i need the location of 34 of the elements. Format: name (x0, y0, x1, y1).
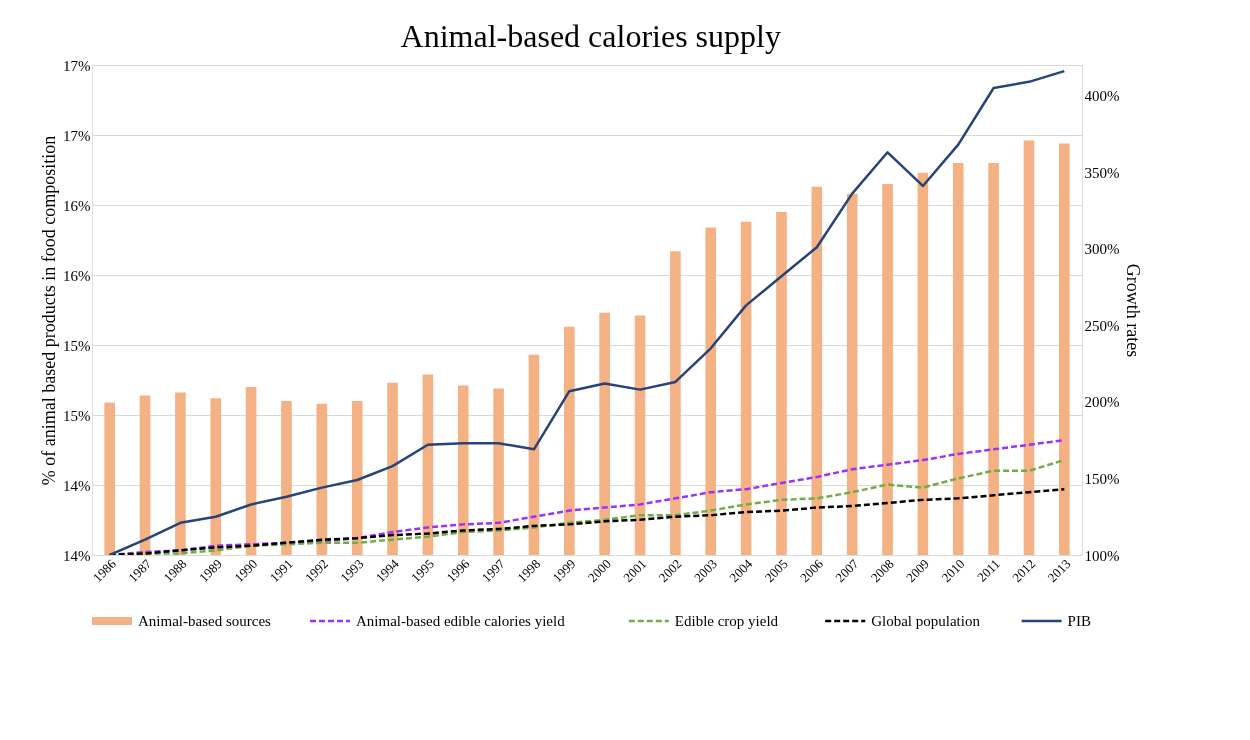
y2-tick-label: 250% (1084, 317, 1120, 334)
y2-tick-label: 150% (1084, 470, 1120, 487)
x-tick-label: 1992 (302, 556, 332, 586)
x-tick-label: 1993 (337, 556, 367, 586)
x-tick-label: 1989 (195, 556, 225, 586)
x-tick-label: 1990 (231, 556, 261, 586)
chart-title: Animal-based calories supply (400, 17, 781, 54)
legend-label: PIB (1067, 613, 1091, 629)
y-tick-label: 16% (63, 267, 91, 284)
legend-label: Edible crop yield (674, 613, 779, 629)
legend-label: Animal-based sources (138, 613, 272, 629)
y-tick-label: 16% (63, 197, 91, 214)
y-tick-label: 17% (63, 57, 91, 74)
y-tick-label: 14% (63, 547, 91, 564)
y-tick-label: 15% (63, 337, 91, 354)
x-tick-label: 1998 (514, 556, 544, 586)
y2-tick-label: 300% (1084, 241, 1120, 258)
x-tick-label: 1991 (266, 556, 296, 586)
x-tick-label: 1995 (408, 556, 438, 586)
x-tick-label: 2011 (974, 556, 1003, 585)
legend-label: Animal-based edible calories yield (356, 613, 566, 629)
y-tick-label: 14% (63, 477, 91, 494)
y-tick-label: 17% (63, 127, 91, 144)
y2-tick-label: 200% (1084, 394, 1120, 411)
legend-label: Global population (871, 613, 981, 629)
line-series (108, 69, 1066, 555)
y2-tick-label: 350% (1084, 164, 1120, 181)
y-axis-title: % of animal based products in food composition (39, 135, 59, 486)
y-tick-label: 15% (63, 407, 91, 424)
y2-tick-label: 400% (1084, 88, 1120, 105)
y2-axis-title: Growth rates (1123, 263, 1144, 358)
x-tick-label: 1999 (549, 556, 579, 586)
x-tick-label: 1988 (160, 556, 190, 586)
y2-tick-label: 100% (1084, 547, 1120, 564)
